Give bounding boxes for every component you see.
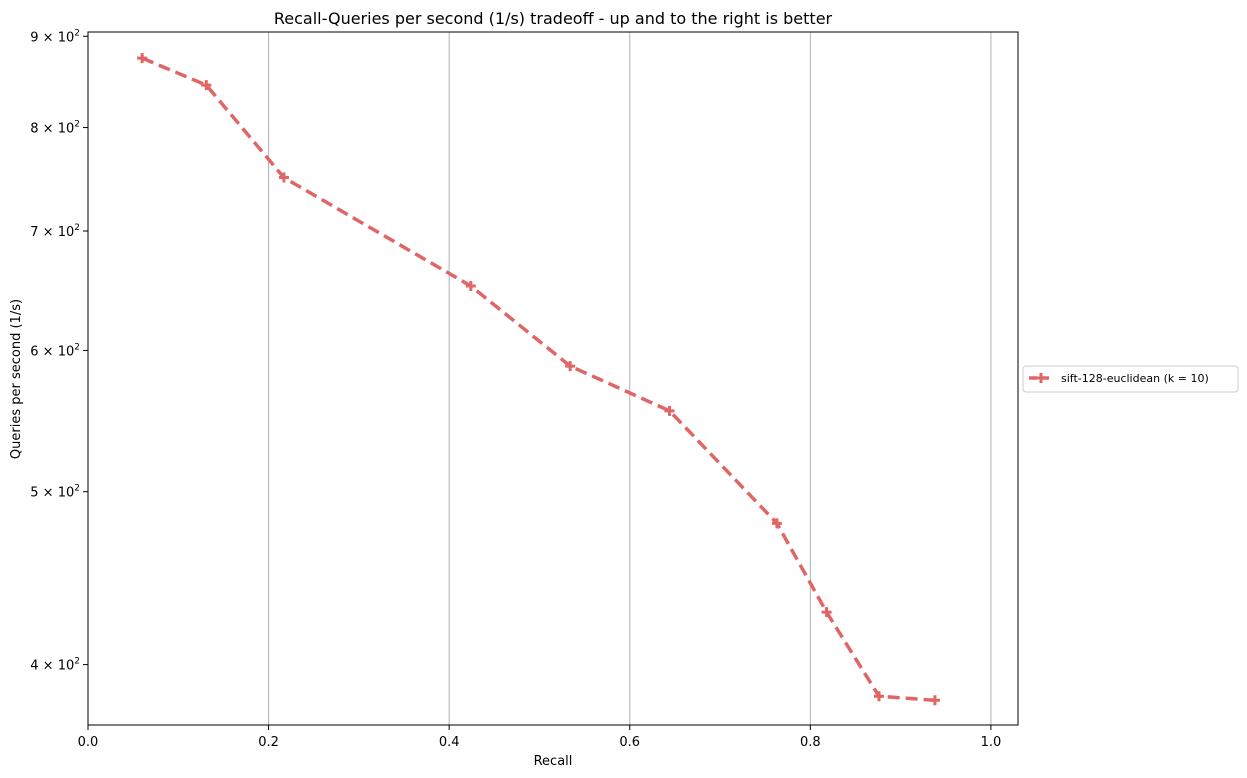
plot-frame bbox=[87, 31, 1019, 726]
y-axis-ticks: 4 × 102 5 × 102 6 × 102 7 × 102 8 × 102 9 × 1… bbox=[30, 28, 88, 674]
data-point-marker bbox=[664, 405, 675, 416]
y-tick-label: 5 × 102 bbox=[30, 484, 80, 501]
x-tick-label: 0.0 bbox=[78, 735, 99, 750]
x-tick-label: 0.2 bbox=[258, 735, 279, 750]
data-point-marker bbox=[565, 361, 576, 372]
chart-title: Recall-Queries per second (1/s) tradeoff… bbox=[274, 9, 833, 28]
x-axis-label: Recall bbox=[534, 754, 573, 769]
data-point-marker bbox=[278, 172, 289, 183]
data-point-marker bbox=[771, 518, 782, 529]
legend-box bbox=[1022, 365, 1239, 393]
data-point-marker bbox=[465, 281, 476, 292]
x-axis-ticks: 0.0 0.2 0.4 0.6 0.8 1.0 bbox=[78, 725, 1002, 750]
y-tick-label: 8 × 102 bbox=[30, 120, 80, 137]
y-tick-label: 9 × 102 bbox=[30, 28, 80, 45]
x-tick-label: 0.6 bbox=[619, 735, 640, 750]
plot-area bbox=[88, 32, 1018, 725]
data-point-marker bbox=[821, 607, 832, 618]
x-tick-label: 1.0 bbox=[981, 735, 1002, 750]
y-tick-label: 7 × 102 bbox=[30, 223, 80, 240]
y-tick-label: 4 × 102 bbox=[30, 657, 80, 674]
x-tick-label: 0.4 bbox=[439, 735, 460, 750]
x-tick-label: 0.8 bbox=[800, 735, 821, 750]
data-point-marker bbox=[137, 53, 148, 64]
data-point-marker bbox=[201, 80, 212, 91]
legend-marker bbox=[1036, 373, 1046, 383]
y-axis-label: Queries per second (1/s) bbox=[9, 299, 24, 459]
legend-label: sift-128-euclidean (k = 10) bbox=[1061, 372, 1209, 385]
series-line bbox=[141, 56, 936, 703]
grid-lines bbox=[268, 32, 992, 725]
series-layer bbox=[137, 53, 940, 706]
data-point-marker bbox=[929, 695, 940, 706]
legend: sift-128-euclidean (k = 10) bbox=[1022, 365, 1239, 393]
y-tick-label: 6 × 102 bbox=[30, 342, 80, 359]
data-point-marker bbox=[873, 691, 884, 702]
